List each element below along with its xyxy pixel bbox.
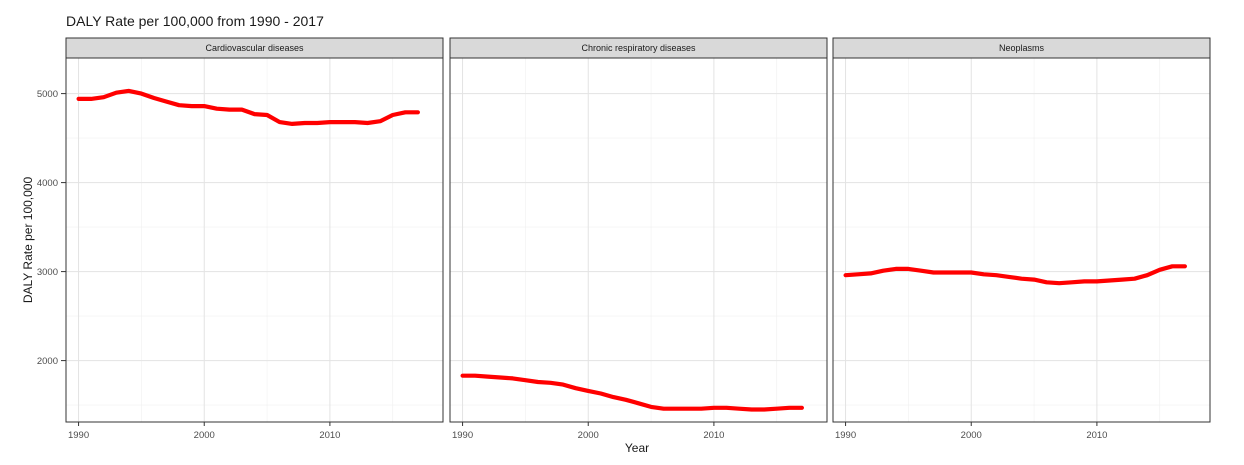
plot-background <box>833 58 1210 422</box>
x-tick-label: 1990 <box>835 430 856 441</box>
y-tick-label: 3000 <box>37 267 58 278</box>
x-tick-label: 2010 <box>319 430 340 441</box>
plot-background <box>66 58 443 422</box>
panel-border <box>832 57 1211 423</box>
chart-title: DALY Rate per 100,000 from 1990 - 2017 <box>66 13 324 29</box>
facet-panel: Neoplasms 1990 2000 2010 <box>832 37 1211 441</box>
x-tick-label: 2000 <box>578 430 599 441</box>
facet-strip-label: Neoplasms <box>999 43 1045 53</box>
series-line <box>460 373 805 412</box>
x-tick-label: 1990 <box>452 430 473 441</box>
panel-border <box>65 57 444 423</box>
x-axis-title: Year <box>625 441 649 455</box>
facet-strip-label: Cardiovascular diseases <box>205 43 304 53</box>
facet-panel: Chronic respiratory diseases 1990 2000 2010 <box>449 37 828 441</box>
y-axis-title: DALY Rate per 100,000 <box>21 177 35 304</box>
y-tick-label: 4000 <box>37 178 58 189</box>
facet-strip-label: Chronic respiratory diseases <box>581 43 696 53</box>
x-tick-label: 2000 <box>961 430 982 441</box>
x-tick-label: 1990 <box>68 430 89 441</box>
y-tick-label: 2000 <box>37 356 58 367</box>
series-line <box>843 264 1188 286</box>
plot-background <box>450 58 827 422</box>
y-tick-label: 5000 <box>37 89 58 100</box>
panel-border <box>449 57 828 423</box>
facet-panel: Cardiovascular diseases 1990 2000 2010 <box>65 37 444 441</box>
x-tick-label: 2000 <box>194 430 215 441</box>
facet-panels: 2000 3000 4000 5000 Cardiovascular diseases 1… <box>37 37 1211 441</box>
series-line <box>76 88 420 127</box>
x-tick-label: 2010 <box>703 430 724 441</box>
x-tick-label: 2010 <box>1086 430 1107 441</box>
